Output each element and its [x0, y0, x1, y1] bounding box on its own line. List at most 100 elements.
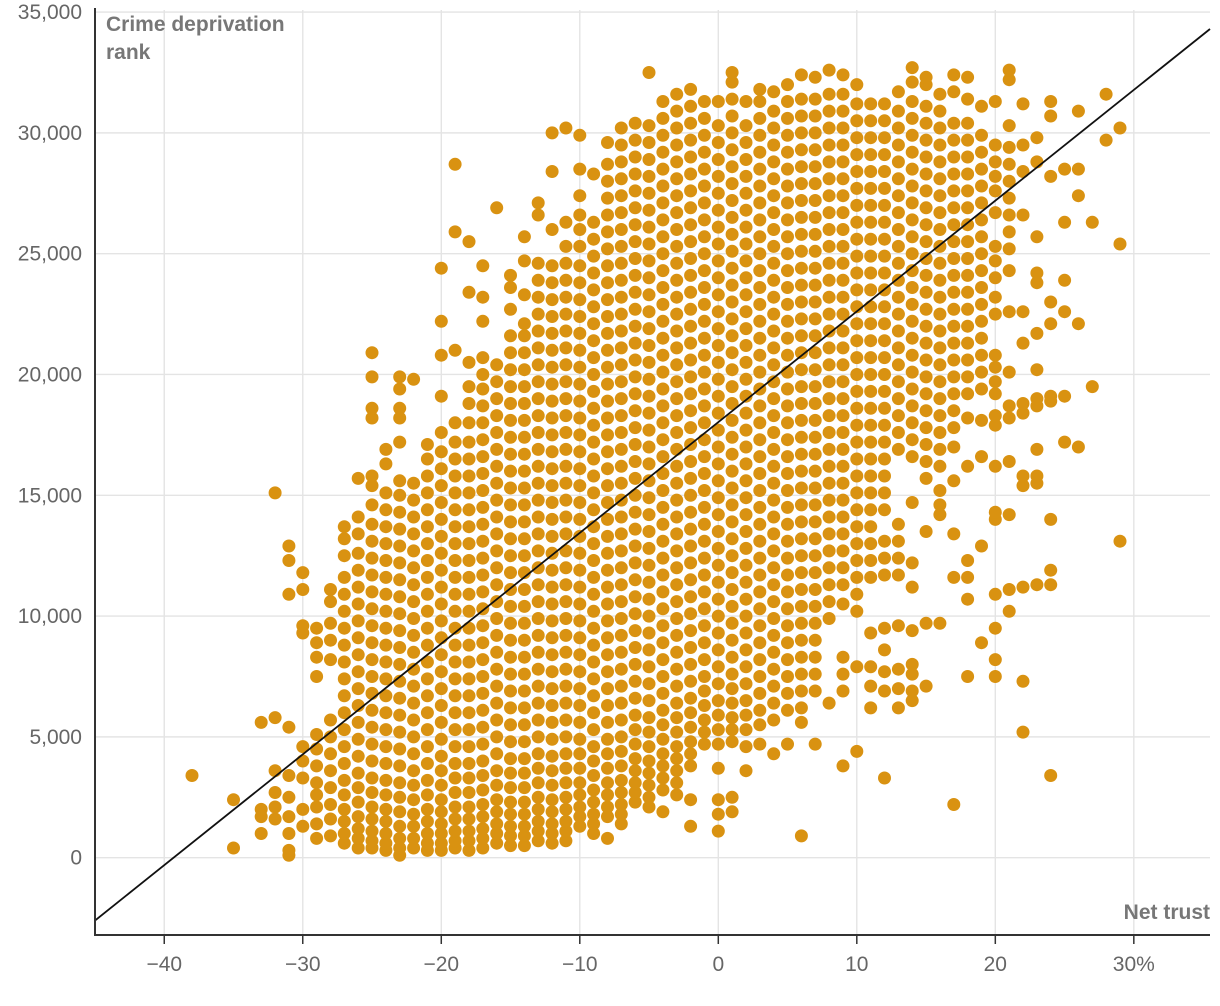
data-point-1392 [836, 426, 850, 439]
data-point-117 [365, 602, 379, 616]
data-point-1091 [725, 329, 739, 343]
data-point-352 [476, 568, 490, 582]
data-point-462 [517, 447, 531, 461]
data-point-999 [697, 450, 711, 464]
data-point-328 [462, 416, 476, 430]
data-point-1106 [725, 75, 739, 89]
data-point-1098 [725, 210, 739, 224]
data-point-714 [601, 191, 614, 205]
data-point-531 [545, 563, 559, 577]
data-point-974 [684, 184, 698, 198]
data-point-451 [517, 633, 531, 647]
data-point-1284 [794, 430, 808, 444]
data-point-67 [337, 689, 351, 703]
data-point-1507 [878, 198, 891, 212]
data-point-773 [628, 641, 642, 654]
data-point-1277 [794, 549, 808, 563]
data-point-1729 [1002, 508, 1016, 522]
data-point-1362 [822, 324, 836, 338]
data-point-1797 [1099, 87, 1113, 101]
data-point-107 [365, 771, 379, 785]
data-point-1134 [739, 322, 753, 336]
data-point-602 [573, 699, 587, 712]
data-point-621 [573, 377, 587, 391]
data-point-684 [601, 699, 614, 712]
data-point-828 [642, 440, 656, 454]
data-point-1153 [753, 653, 767, 667]
y-tick-label-5: 25,000 [18, 243, 82, 266]
data-point-94 [351, 597, 365, 611]
data-point-1757 [1016, 138, 1030, 152]
data-point-831 [642, 389, 656, 403]
data-point-638 [587, 795, 601, 809]
data-point-873 [656, 416, 670, 430]
data-point-874 [656, 399, 670, 413]
data-point-993 [697, 551, 711, 565]
data-point-1160 [753, 534, 767, 548]
data-point-736 [614, 544, 628, 558]
data-point-659 [587, 452, 601, 466]
data-point-412 [504, 684, 517, 698]
data-point-1251 [781, 314, 794, 328]
data-point-732 [614, 612, 628, 625]
data-point-1387 [836, 510, 850, 524]
data-point-1655 [947, 85, 961, 99]
data-point-536 [545, 479, 559, 493]
data-point-164 [393, 742, 407, 756]
data-point-1298 [794, 194, 808, 207]
data-point-716 [601, 157, 614, 171]
data-point-497 [531, 476, 545, 490]
data-point-1762 [1030, 442, 1044, 456]
data-point-1261 [781, 145, 794, 159]
data-point-1233 [781, 619, 794, 633]
axes [94, 8, 1210, 944]
data-point-922 [670, 324, 684, 338]
data-point-802 [628, 150, 642, 164]
data-point-411 [504, 701, 517, 715]
data-point-1409 [836, 138, 850, 152]
data-point-808 [642, 766, 656, 780]
data-point-729 [614, 662, 628, 676]
data-point-1578 [919, 525, 933, 538]
data-point-1320 [808, 464, 822, 478]
data-point-371 [490, 817, 504, 831]
data-point-629 [573, 239, 587, 253]
data-point-1454 [864, 537, 878, 551]
data-point-566 [559, 645, 573, 659]
data-point-292 [448, 503, 462, 517]
data-point-415 [504, 633, 517, 647]
data-point-42 [310, 636, 324, 650]
data-point-119 [365, 568, 379, 582]
data-point-866 [656, 534, 670, 548]
data-point-1627 [933, 138, 947, 152]
data-point-1092 [725, 312, 739, 326]
data-point-1581 [919, 438, 933, 451]
data-point-1643 [947, 302, 961, 316]
x-axis-title: Net trust [1124, 901, 1210, 924]
data-point-1671 [961, 252, 975, 265]
data-point-1510 [878, 148, 891, 162]
data-point-1626 [933, 155, 947, 169]
data-point-1296 [794, 227, 808, 241]
y-axis-title-line-1: Crime deprivation [106, 13, 285, 36]
data-point-564 [559, 679, 573, 693]
data-point-1131 [739, 372, 753, 386]
data-point-1025 [711, 737, 725, 751]
data-point-1423 [850, 486, 864, 500]
data-point-980 [684, 82, 698, 96]
data-point-562 [559, 713, 573, 727]
data-point-427 [504, 430, 517, 444]
data-point-1020 [697, 95, 711, 108]
data-point-307 [462, 771, 476, 785]
data-point-1646 [947, 252, 961, 265]
data-point-1786 [1058, 273, 1072, 287]
data-point-943 [684, 706, 698, 720]
data-point-1560 [905, 314, 919, 328]
data-point-1255 [781, 247, 794, 261]
data-point-278 [448, 740, 462, 754]
data-point-1183 [753, 145, 767, 159]
data-point-612 [573, 529, 587, 543]
data-point-1463 [864, 384, 878, 398]
data-point-1416 [850, 604, 864, 618]
data-point-186 [407, 841, 421, 855]
